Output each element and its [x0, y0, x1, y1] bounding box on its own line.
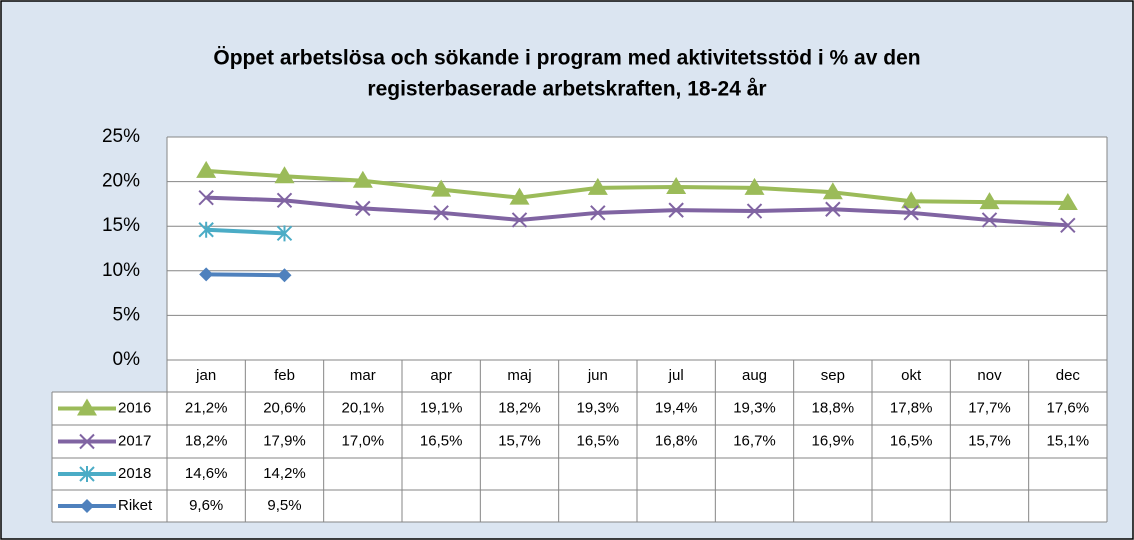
- marker: [355, 200, 371, 217]
- chart-title: Öppet arbetslösa och sökande i program m…: [213, 47, 920, 70]
- table-value: 16,7%: [733, 432, 776, 449]
- table-value: 19,1%: [420, 399, 463, 416]
- marker: [276, 225, 293, 242]
- marker: [511, 212, 528, 228]
- marker: [901, 191, 922, 209]
- y-tick-label: 5%: [113, 304, 141, 325]
- x-tick-label: maj: [507, 367, 531, 384]
- x-tick-label: aug: [742, 367, 767, 384]
- x-tick-label: okt: [901, 367, 922, 384]
- x-tick-label: sep: [821, 367, 845, 384]
- series-line: [206, 168, 1068, 206]
- x-tick-label: apr: [430, 367, 452, 384]
- marker: [744, 177, 765, 195]
- legend-label: 2018: [118, 465, 151, 482]
- marker: [196, 160, 217, 178]
- x-tick-label: feb: [274, 367, 295, 384]
- marker: [198, 189, 214, 206]
- table-value: 17,8%: [890, 399, 933, 416]
- marker: [822, 182, 843, 200]
- y-tick-label: 25%: [102, 126, 140, 147]
- marker: [431, 179, 452, 197]
- marker: [79, 433, 95, 450]
- series-line: [206, 272, 285, 278]
- table-frame: [52, 392, 167, 522]
- marker: [668, 202, 684, 218]
- table-value: 9,6%: [189, 497, 223, 514]
- series-line: [206, 195, 1068, 228]
- marker: [825, 201, 841, 217]
- marker: [80, 499, 94, 513]
- x-tick-label: nov: [977, 367, 1002, 384]
- table-value: 14,6%: [185, 465, 228, 482]
- table-value: 16,9%: [812, 432, 855, 449]
- table-value: 19,3%: [577, 399, 620, 416]
- marker: [1060, 217, 1076, 234]
- table-value: 18,8%: [812, 399, 855, 416]
- table-value: 16,5%: [420, 432, 463, 449]
- table-value: 14,2%: [263, 465, 306, 482]
- table-value: 18,2%: [185, 432, 228, 449]
- marker: [981, 212, 998, 228]
- x-tick-label: jan: [195, 367, 216, 384]
- y-tick-label: 10%: [102, 260, 140, 281]
- marker: [666, 176, 687, 194]
- chart-title: registerbaserade arbetskraften, 18-24 år: [367, 78, 766, 101]
- table-value: 19,3%: [733, 399, 776, 416]
- x-tick-label: jul: [668, 367, 684, 384]
- marker: [1057, 193, 1078, 211]
- marker: [979, 192, 1000, 210]
- table-value: 20,6%: [263, 399, 306, 416]
- y-tick-label: 20%: [102, 171, 140, 192]
- y-tick-label: 0%: [113, 349, 141, 370]
- marker: [274, 166, 295, 184]
- legend-label: 2016: [118, 399, 151, 416]
- marker: [587, 177, 608, 195]
- x-tick-label: dec: [1056, 367, 1081, 384]
- table-value: 16,8%: [655, 432, 698, 449]
- marker: [79, 466, 95, 482]
- marker: [77, 398, 97, 416]
- plot-area: [167, 137, 1107, 360]
- table-value: 17,0%: [342, 432, 385, 449]
- table-value: 17,7%: [968, 399, 1011, 416]
- x-tick-label: mar: [350, 367, 376, 384]
- table-value: 16,5%: [890, 432, 933, 449]
- table-value: 20,1%: [342, 399, 385, 416]
- marker: [433, 205, 449, 221]
- marker: [276, 192, 293, 209]
- marker: [198, 221, 214, 238]
- marker: [590, 205, 606, 221]
- table-value: 15,7%: [968, 432, 1011, 449]
- legend-label: 2017: [118, 432, 151, 449]
- table-value: 18,2%: [498, 399, 541, 416]
- table-value: 17,9%: [263, 432, 306, 449]
- marker: [199, 267, 214, 282]
- marker: [903, 205, 919, 221]
- table-value: 21,2%: [185, 399, 228, 416]
- table-value: 9,5%: [267, 497, 301, 514]
- legend-label: Riket: [118, 497, 153, 514]
- y-tick-label: 15%: [102, 215, 140, 236]
- x-tick-label: jun: [587, 367, 608, 384]
- series-line: [206, 227, 285, 236]
- marker: [277, 268, 292, 283]
- table-value: 16,5%: [577, 432, 620, 449]
- marker: [509, 187, 530, 205]
- table-value: 15,1%: [1047, 432, 1090, 449]
- table-value: 17,6%: [1047, 399, 1090, 416]
- table-value: 15,7%: [498, 432, 541, 449]
- marker: [352, 170, 373, 188]
- table-value: 19,4%: [655, 399, 698, 416]
- marker: [746, 203, 763, 219]
